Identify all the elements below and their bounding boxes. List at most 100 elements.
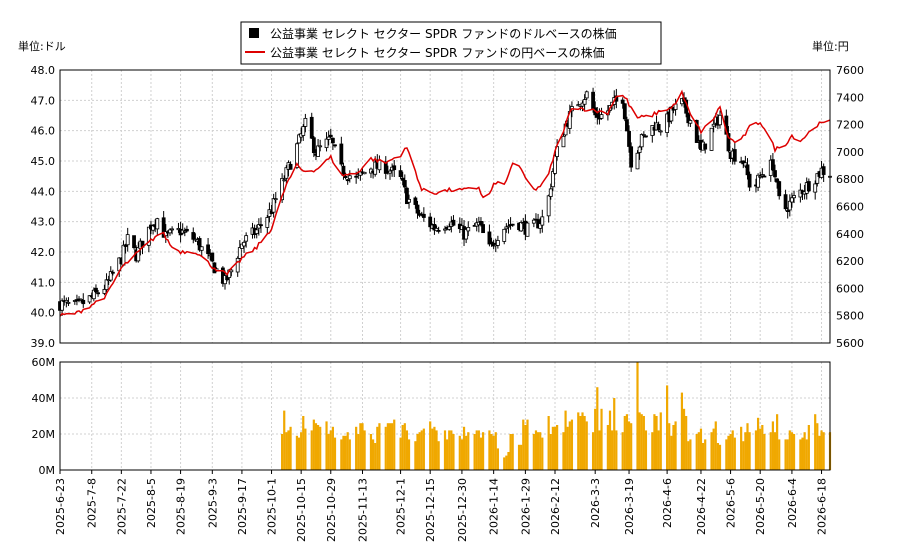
x-tick-label: 2026-5-20 <box>754 478 767 535</box>
volume-bar <box>541 437 544 470</box>
volume-bar <box>644 430 648 470</box>
candle-body <box>242 241 246 247</box>
candle-body <box>443 228 447 231</box>
volume-bar <box>446 439 449 470</box>
volume-bar <box>522 419 525 470</box>
volume-bar <box>420 430 423 470</box>
volume-bar <box>594 408 597 470</box>
candle-body <box>481 224 485 234</box>
candle-body <box>402 180 407 188</box>
volume-bar <box>329 430 332 470</box>
volume-bar <box>585 421 588 470</box>
x-tick-label: 2025-9-17 <box>236 478 249 535</box>
candle-body <box>584 91 589 99</box>
candle-body <box>688 120 693 124</box>
x-tick-label: 2026-1-14 <box>488 478 501 535</box>
volume-bar <box>623 416 626 470</box>
candle-body <box>339 143 344 165</box>
volume-bar <box>312 419 315 470</box>
candle-body <box>104 279 109 290</box>
volume-bar <box>505 455 508 470</box>
volume-bar <box>615 430 618 470</box>
volume-bar <box>568 421 571 470</box>
volume-bar <box>342 435 345 470</box>
right-tick-label: 7400 <box>836 91 864 104</box>
right-tick-label: 6000 <box>836 282 864 295</box>
volume-bar <box>729 434 732 470</box>
candle-body <box>747 173 752 188</box>
candle-body <box>745 164 750 176</box>
volume-bar <box>763 434 766 470</box>
candle-body <box>644 135 648 138</box>
volume-bar <box>803 432 806 470</box>
candle-body <box>502 228 507 242</box>
candle-body <box>280 178 285 201</box>
candle-body <box>347 175 352 180</box>
candle-body <box>703 143 708 150</box>
candle-body <box>711 123 716 127</box>
candle-body <box>168 229 172 234</box>
right-tick-label: 7600 <box>836 64 864 77</box>
volume-bar <box>331 426 334 470</box>
candle-body <box>354 175 359 178</box>
candle-body <box>743 162 748 167</box>
volume-bar <box>740 426 743 470</box>
candle-body <box>282 179 287 182</box>
x-tick-label: 2025-10-15 <box>295 478 308 542</box>
candle-body <box>197 238 202 251</box>
candle-body <box>792 195 796 199</box>
volume-bar <box>407 439 411 470</box>
volume-bar <box>820 430 823 470</box>
volume-bar <box>319 426 322 470</box>
volume-bar <box>712 428 715 470</box>
volume-bar <box>687 441 690 470</box>
volume-bar <box>492 435 495 470</box>
right-axis-unit-label: 単位:円 <box>812 39 849 53</box>
volume-bar <box>391 423 394 470</box>
volume-bar <box>630 423 633 470</box>
volume-bar <box>300 432 303 470</box>
volume-bar <box>733 437 736 470</box>
candle-body <box>383 161 388 174</box>
candle-body <box>637 146 642 153</box>
right-tick-label: 6400 <box>836 228 864 241</box>
volume-bar <box>653 414 656 470</box>
legend: 公益事業 セレクト セクター SPDR ファンドのドルベースの株価 公益事業 セ… <box>240 21 662 65</box>
volume-bar <box>748 432 751 470</box>
x-tick-label: 2025-11-13 <box>357 478 370 542</box>
volume-bar <box>818 435 821 470</box>
volume-bar <box>361 423 364 470</box>
candle-body <box>487 231 492 245</box>
left-axis-unit-label: 単位:ドル <box>18 39 66 53</box>
volume-bar <box>401 425 404 470</box>
candle-body <box>775 178 780 183</box>
volume-bar <box>674 421 677 470</box>
legend-symbol-usd <box>249 28 259 38</box>
candle-body <box>303 117 308 127</box>
volume-bar <box>744 432 747 470</box>
candle-body <box>629 146 634 168</box>
volume-bar <box>534 430 538 470</box>
volume-bar <box>460 439 464 470</box>
volume-bar <box>479 437 483 470</box>
volume-bar <box>655 416 658 470</box>
candle-body <box>333 144 337 147</box>
candle-body <box>407 198 411 203</box>
candle-body <box>519 222 524 232</box>
candle-body <box>146 226 151 246</box>
volume-bar <box>473 434 476 470</box>
candle-body <box>388 170 392 174</box>
volume-bar <box>340 439 343 470</box>
candle-body <box>161 217 166 238</box>
volume-bar <box>570 419 574 470</box>
candle-body <box>538 223 543 229</box>
volume-bar <box>636 362 639 470</box>
volume-bar <box>302 416 305 470</box>
candle-body <box>553 155 557 174</box>
candle-body <box>665 113 670 133</box>
volume-bar <box>520 444 523 470</box>
candle-body <box>330 137 335 144</box>
candle-body <box>301 126 306 136</box>
volume-bar <box>697 432 700 470</box>
volume-bar <box>325 421 328 470</box>
